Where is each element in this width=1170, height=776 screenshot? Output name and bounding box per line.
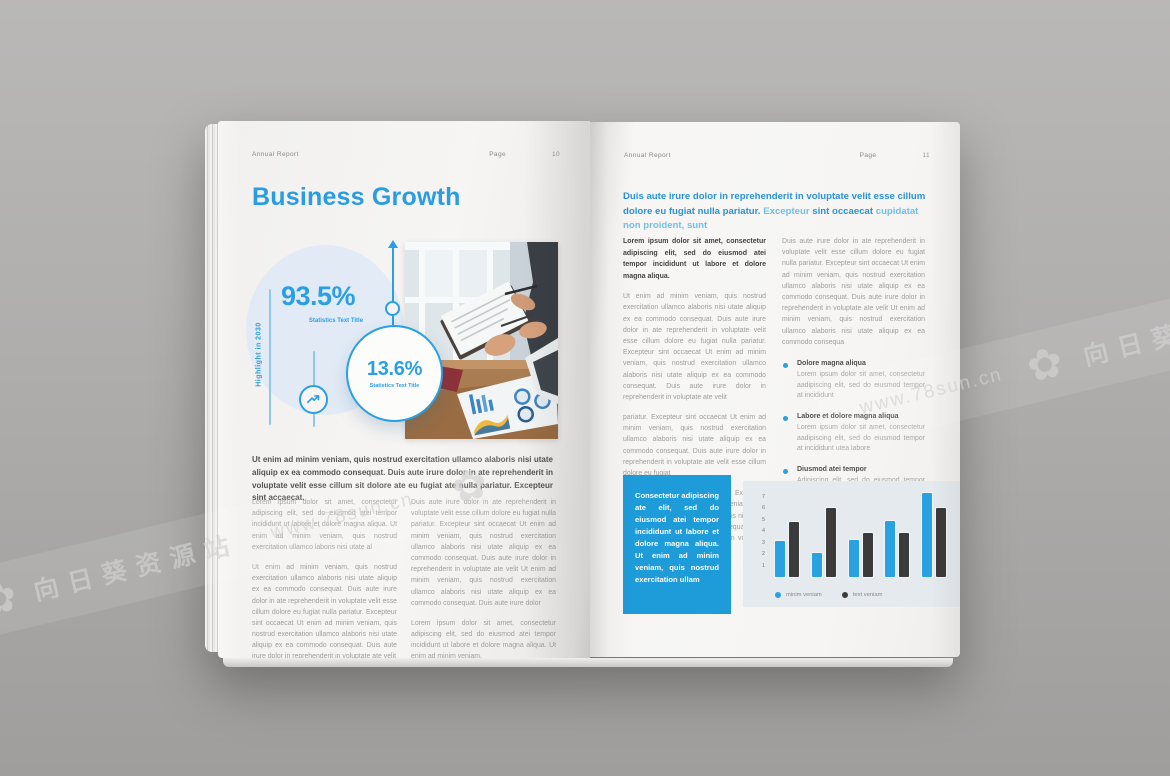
stat-label-2: Statistics Text Title [369, 383, 420, 389]
bar-chart-panel: 1 2 3 4 5 6 7 minim veniam text veniam [743, 481, 960, 607]
bar [811, 552, 822, 577]
trend-up-icon [306, 395, 320, 404]
stat-value-1: 93.5% [281, 281, 356, 311]
right-page: Annual Report Page 11 Duis aute irure do… [590, 122, 960, 657]
sunflower-logo-icon: ✿ [0, 571, 22, 626]
paragraph: Lorem ipsum dolor sit amet, consectetur … [411, 619, 556, 658]
legend-label: minim veniam [786, 592, 822, 598]
left-page-header: Annual Report Page 10 [252, 151, 560, 158]
bullet-dot-icon [783, 415, 788, 421]
chart-plot [775, 491, 946, 577]
bar [862, 533, 873, 577]
body-column-1: Lorem ipsum dolor sit amet, consectetur … [252, 497, 397, 658]
bar [789, 521, 799, 577]
list-item: Labore et dolore magna aliqua Lorem ipsu… [782, 413, 925, 455]
paragraph: Ut enim ad minim veniam, quis nostrud ex… [252, 563, 397, 658]
heading-part: sint occaecat [812, 205, 876, 217]
y-tick-label: 1 [761, 562, 765, 569]
y-tick-label: 5 [761, 516, 765, 523]
watermark-site-name: 向日葵资源站 [1080, 294, 1170, 371]
y-tick-label: 7 [761, 493, 765, 500]
bar-group [885, 520, 910, 577]
page-number: 11 [922, 152, 930, 159]
page-stack-bottom-edge [223, 658, 953, 667]
stat-connector-line [269, 289, 271, 425]
bar [848, 540, 859, 577]
paragraph: Duis aute irure dolor in ate reprehender… [411, 499, 556, 607]
page-title: Business Growth [252, 183, 461, 211]
bullet-title: Dolore magna aliqua [797, 359, 866, 367]
y-tick-label: 3 [761, 539, 765, 546]
sunflower-logo-icon: ✿ [1022, 337, 1068, 392]
report-brand: Annual Report [252, 151, 299, 158]
bullet-dot-icon [783, 362, 788, 368]
bullet-title: Labore et dolore magna aliqua [797, 412, 899, 420]
growth-arrow [388, 240, 398, 325]
paragraph: Lorem ipsum dolor sit amet, consectetur … [252, 499, 397, 551]
bullet-text: Lorem ipsum dolor sit amet, consectetur … [797, 370, 925, 400]
heading-part: Duis aute irure dolor in reprehenderit i… [623, 191, 926, 217]
section-heading: Duis aute irure dolor in reprehenderit i… [623, 190, 937, 234]
legend-dot-icon [775, 592, 781, 598]
brochure-book: Annual Report Page 10 Business Growth [205, 118, 962, 667]
left-page: Annual Report Page 10 Business Growth [218, 121, 590, 658]
stat-value-2: 13.6% [366, 358, 423, 380]
chart-y-axis: 1 2 3 4 5 6 7 [755, 481, 765, 577]
bar [936, 508, 946, 577]
bullet-dot-icon [783, 469, 788, 475]
intro-paragraph: Ut enim ad minim veniam, quis nostrud ex… [252, 455, 553, 503]
page-stack-left-edge [205, 124, 220, 652]
arrow-ring-node [385, 301, 400, 316]
heading-part: Excepteur [763, 205, 813, 217]
page-label: Page [859, 152, 877, 159]
bar-group [922, 493, 946, 577]
legend-label: text veniam [852, 592, 883, 598]
y-tick-label: 4 [761, 528, 765, 534]
bar [825, 508, 836, 577]
legend-item: minim veniam [775, 592, 822, 598]
body-columns: Lorem ipsum dolor sit amet, consectetur … [252, 497, 556, 658]
right-page-header: Annual Report Page 11 [624, 152, 930, 159]
lead-paragraph: Lorem ipsum dolor sit amet, consectetur … [623, 238, 766, 280]
legend-item: text veniam [841, 592, 883, 598]
statistics-infographic: Highlight in 2030 93.5% Statistics Text … [218, 233, 590, 448]
heading-part: cupidatat non proident, sunt [623, 205, 919, 232]
legend-dot-icon [841, 592, 848, 598]
highlight-label: Highlight in 2030 [255, 322, 263, 387]
y-tick-label: 6 [761, 505, 765, 511]
trend-icon-badge [299, 385, 328, 414]
bar [885, 520, 896, 577]
list-item: Dolore magna aliqua Lorem ipsum dolor si… [782, 360, 925, 402]
chart-legend: minim veniam text veniam [775, 592, 882, 598]
stat-circle-2: 13.6% Statistics Text Title [346, 325, 443, 422]
bar [775, 541, 785, 577]
bar-group [775, 521, 799, 577]
paragraph: pariatur. Excepteur sint occaecat Ut eni… [623, 414, 766, 477]
bar-group [848, 533, 873, 577]
bar [899, 533, 910, 577]
page-label: Page [489, 151, 506, 158]
bar [922, 493, 932, 577]
page-number: 10 [551, 151, 560, 158]
paragraph: Ut enim ad minim veniam, quis nostrud ex… [623, 293, 766, 401]
y-tick-label: 2 [761, 551, 765, 557]
bullet-text: Lorem ipsum dolor sit amet, consectetur … [797, 423, 925, 453]
bullet-title: Diusmod atei tempor [797, 466, 867, 474]
report-brand: Annual Report [624, 152, 671, 159]
paragraph: Duis aute irure dolor in ate reprehender… [782, 238, 925, 346]
quote-box: Consectetur adipiscing ate elit, sed do … [623, 475, 731, 614]
body-column-2: Duis aute irure dolor in ate reprehender… [411, 497, 556, 658]
stat-label-1: Statistics Text Title [308, 318, 364, 324]
bar-group [811, 508, 836, 577]
